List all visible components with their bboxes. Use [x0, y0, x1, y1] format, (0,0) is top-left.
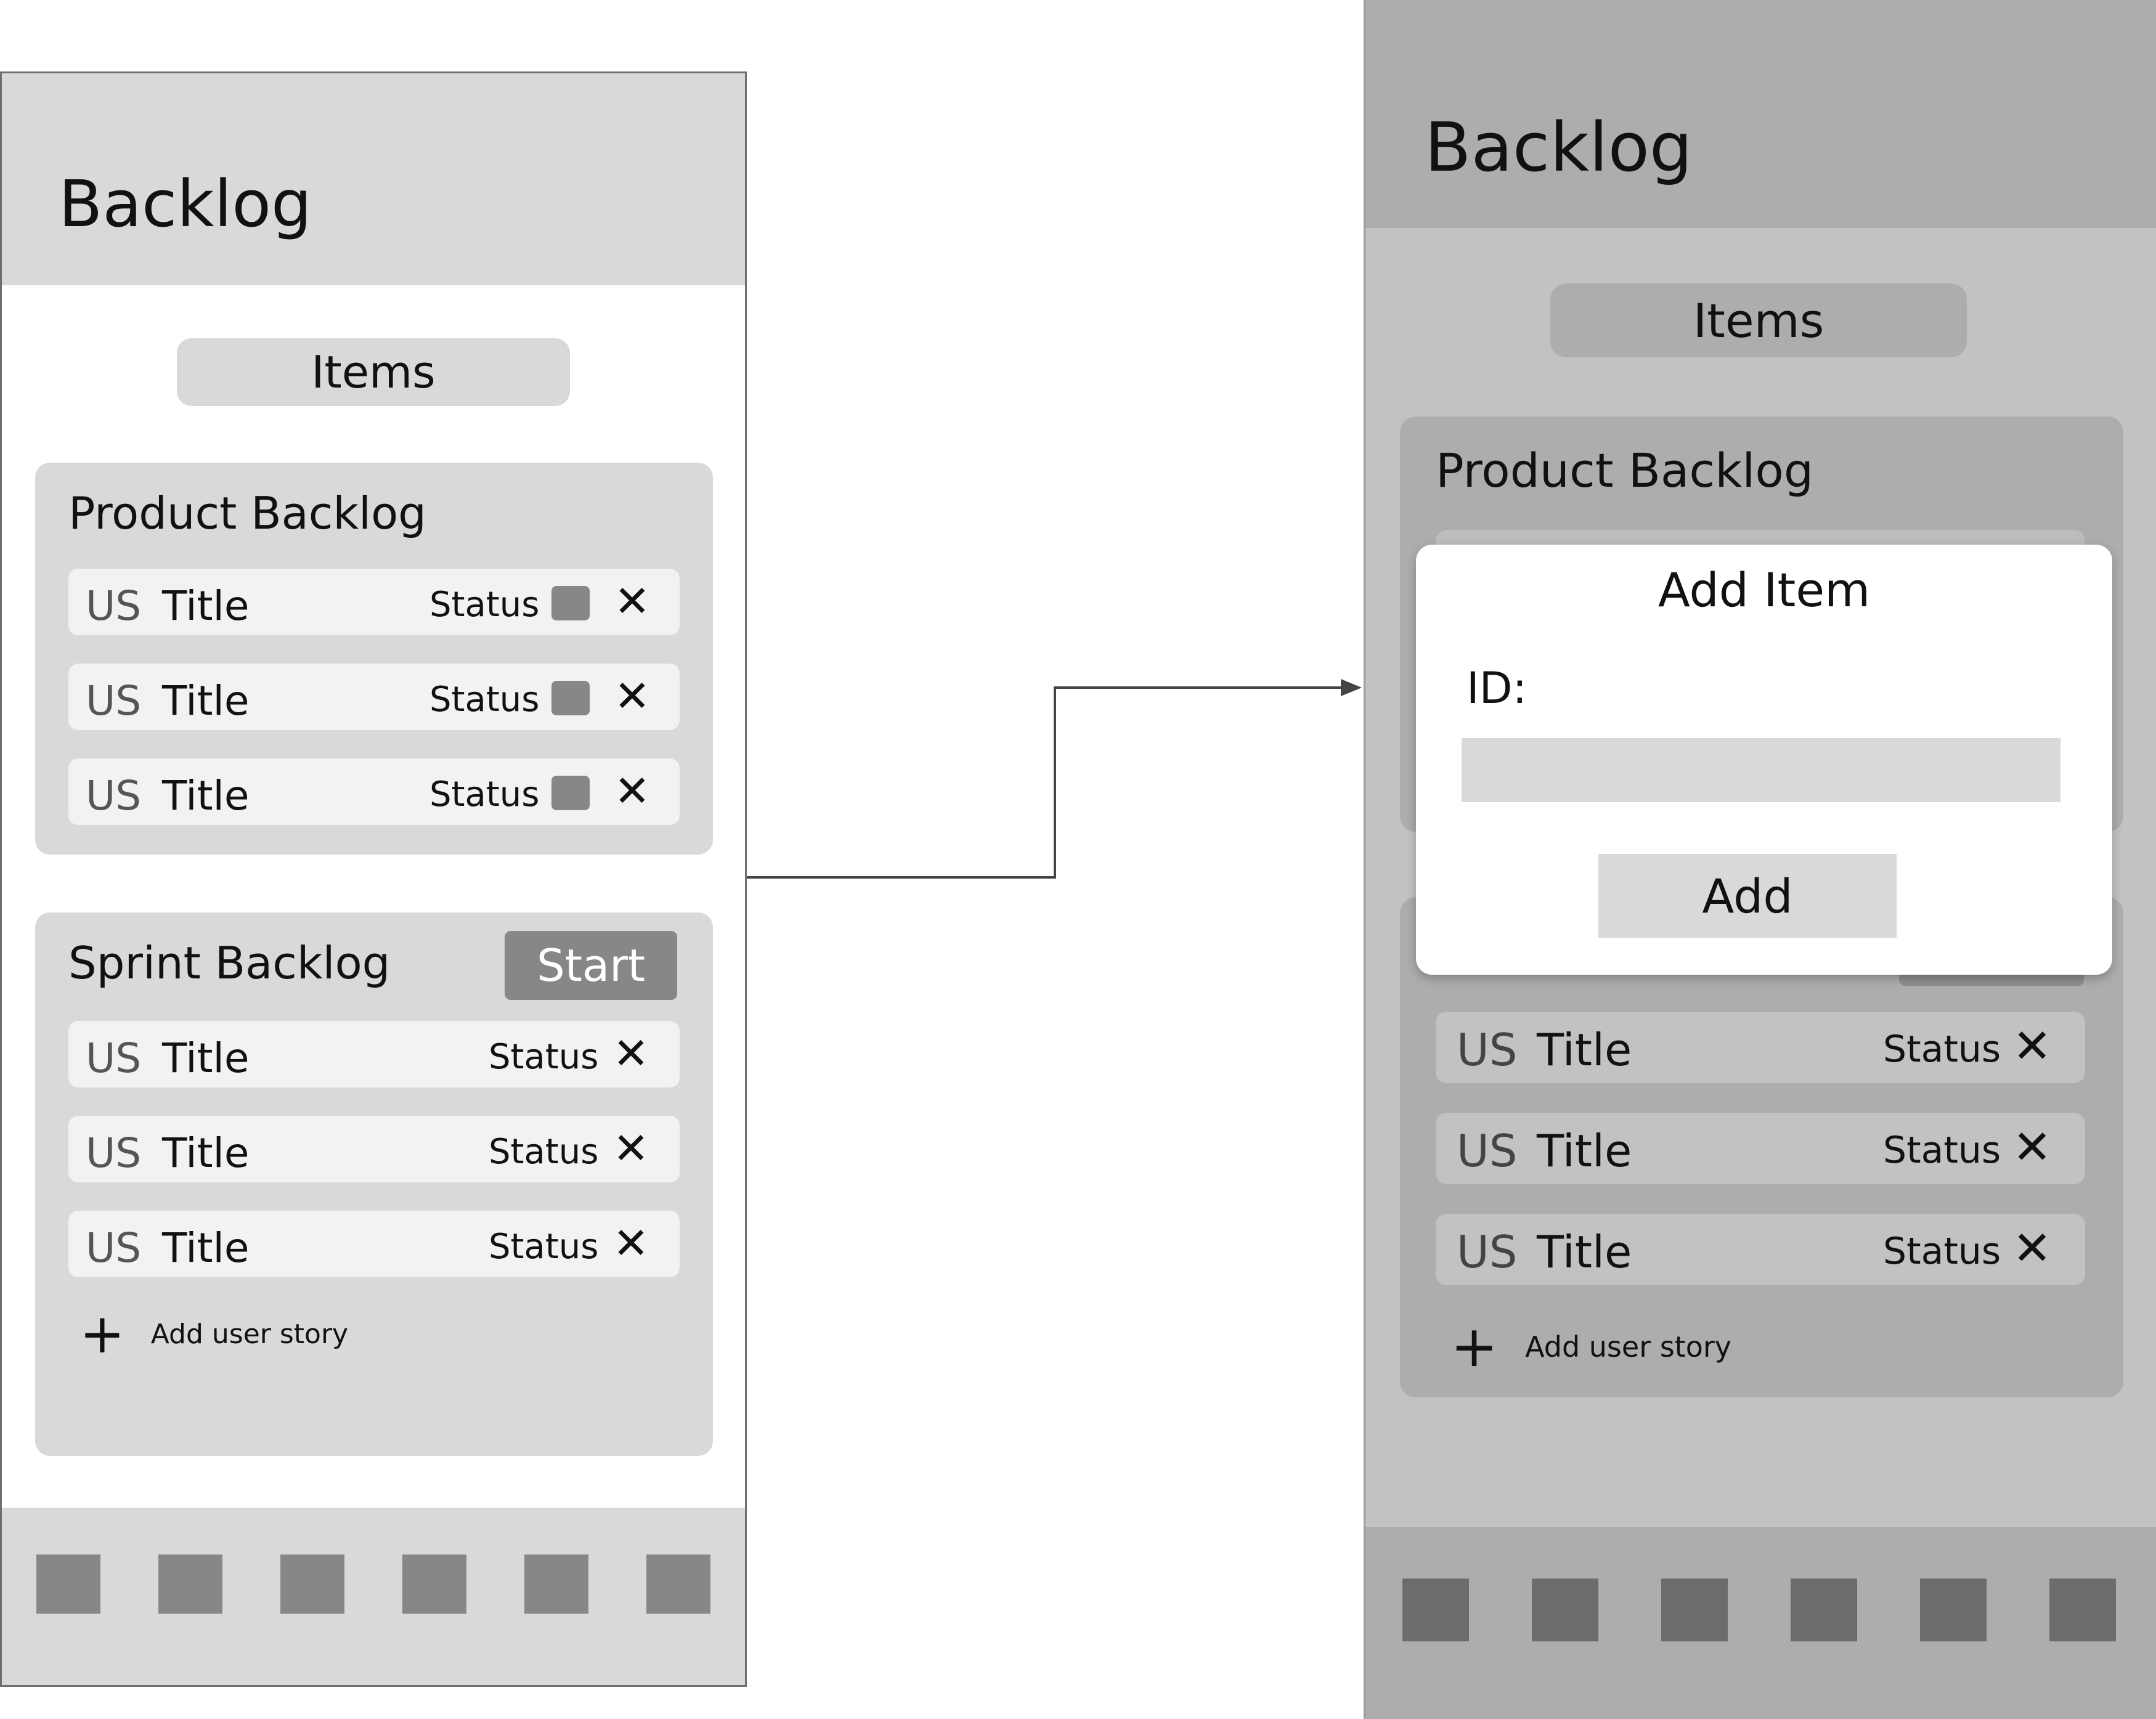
close-icon[interactable]: ✕: [612, 1123, 649, 1174]
close-icon[interactable]: ✕: [614, 671, 651, 721]
sprint-backlog-title: Sprint Backlog: [68, 937, 391, 989]
story-title: Title: [162, 1224, 250, 1272]
add-user-story-label: Add user story: [150, 1318, 349, 1350]
story-title: Title: [1537, 1125, 1632, 1177]
us-prefix: US: [1457, 1226, 1518, 1278]
us-prefix: US: [1457, 1125, 1518, 1177]
close-icon[interactable]: ✕: [2012, 1120, 2052, 1174]
story-status: Status: [489, 1037, 599, 1077]
items-button[interactable]: Items: [177, 338, 570, 406]
add-user-story-button[interactable]: + Add user story: [1450, 1319, 1731, 1375]
backlog-screen: Backlog Items Product Backlog US Title S…: [0, 71, 747, 1687]
nav-square-icon[interactable]: [1791, 1579, 1857, 1641]
product-backlog-panel: Product Backlog US Title Status ✕ US Tit…: [35, 463, 713, 855]
close-icon[interactable]: ✕: [614, 576, 651, 627]
us-prefix: US: [1457, 1024, 1518, 1076]
nav-square-icon[interactable]: [158, 1554, 222, 1614]
add-user-story-label: Add user story: [1525, 1330, 1732, 1363]
product-backlog-row[interactable]: US Title Status ✕: [68, 569, 680, 635]
bottom-nav-bar: [2, 1508, 745, 1685]
product-backlog-title: Product Backlog: [68, 487, 426, 539]
story-title: Title: [162, 677, 250, 725]
story-title: Title: [1537, 1024, 1632, 1076]
us-prefix: US: [86, 1034, 142, 1082]
nav-square-icon[interactable]: [1402, 1579, 1469, 1641]
product-backlog-row[interactable]: US Title Status ✕: [68, 758, 680, 825]
sprint-backlog-row[interactable]: US Title Status ✕: [1436, 1012, 2085, 1083]
sprint-backlog-row[interactable]: US Title Status ✕: [68, 1211, 680, 1277]
status-square-icon[interactable]: [551, 776, 590, 810]
nav-square-icon[interactable]: [402, 1554, 466, 1614]
plus-icon: +: [1450, 1314, 1499, 1380]
product-backlog-title: Product Backlog: [1436, 443, 1814, 498]
story-title: Title: [162, 772, 250, 819]
nav-square-icon[interactable]: [1532, 1579, 1598, 1641]
close-icon[interactable]: ✕: [2012, 1018, 2052, 1073]
page-title: Backlog: [59, 166, 312, 242]
status-square-icon[interactable]: [551, 681, 590, 715]
close-icon[interactable]: ✕: [2012, 1221, 2052, 1275]
nav-square-icon[interactable]: [36, 1554, 100, 1614]
us-prefix: US: [86, 1129, 142, 1177]
nav-square-icon[interactable]: [2049, 1579, 2116, 1641]
add-button[interactable]: Add: [1598, 854, 1897, 938]
app-header: Backlog: [2, 73, 745, 285]
sprint-backlog-panel: US Title Status ✕ US Title Status ✕ US T…: [1400, 897, 2123, 1397]
story-status: Status: [429, 680, 540, 720]
sprint-backlog-row[interactable]: US Title Status ✕: [1436, 1113, 2085, 1184]
app-header: Backlog: [1365, 0, 2156, 228]
nav-square-icon[interactable]: [1661, 1579, 1728, 1641]
plus-icon: +: [79, 1302, 125, 1365]
sprint-backlog-panel: Sprint Backlog Start US Title Status ✕ U…: [35, 912, 713, 1456]
nav-square-icon[interactable]: [646, 1554, 710, 1614]
id-label: ID:: [1466, 663, 1528, 713]
story-status: Status: [489, 1227, 599, 1267]
backlog-screen-with-modal: Backlog Items Product Backlog US Title S…: [1364, 0, 2156, 1719]
story-title: Title: [162, 1034, 250, 1082]
story-title: Title: [162, 582, 250, 630]
story-status: Status: [489, 1132, 599, 1172]
bottom-nav-bar: [1365, 1527, 2156, 1719]
story-status: Status: [429, 585, 540, 625]
status-square-icon[interactable]: [551, 586, 590, 620]
start-sprint-button[interactable]: Start: [505, 931, 677, 1000]
us-prefix: US: [86, 772, 142, 819]
close-icon[interactable]: ✕: [612, 1218, 649, 1269]
id-input[interactable]: [1462, 738, 2060, 802]
story-status: Status: [1883, 1129, 2001, 1172]
close-icon[interactable]: ✕: [614, 766, 651, 816]
sprint-backlog-row[interactable]: US Title Status ✕: [68, 1021, 680, 1087]
story-status: Status: [1883, 1230, 2001, 1273]
close-icon[interactable]: ✕: [612, 1028, 649, 1079]
story-status: Status: [429, 774, 540, 815]
story-title: Title: [1537, 1226, 1632, 1278]
us-prefix: US: [86, 677, 142, 725]
add-item-modal: Add Item ID: Add: [1416, 545, 2112, 975]
nav-square-icon[interactable]: [524, 1554, 588, 1614]
items-button[interactable]: Items: [1550, 283, 1967, 357]
sprint-backlog-row[interactable]: US Title Status ✕: [1436, 1214, 2085, 1285]
add-user-story-button[interactable]: + Add user story: [79, 1307, 348, 1361]
product-backlog-row[interactable]: US Title Status ✕: [68, 664, 680, 730]
page-title: Backlog: [1425, 108, 1693, 187]
nav-square-icon[interactable]: [1920, 1579, 1987, 1641]
us-prefix: US: [86, 1224, 142, 1272]
story-status: Status: [1883, 1028, 2001, 1071]
us-prefix: US: [86, 582, 142, 630]
modal-title: Add Item: [1658, 563, 1871, 617]
story-title: Title: [162, 1129, 250, 1177]
sprint-backlog-row[interactable]: US Title Status ✕: [68, 1116, 680, 1182]
nav-square-icon[interactable]: [280, 1554, 344, 1614]
